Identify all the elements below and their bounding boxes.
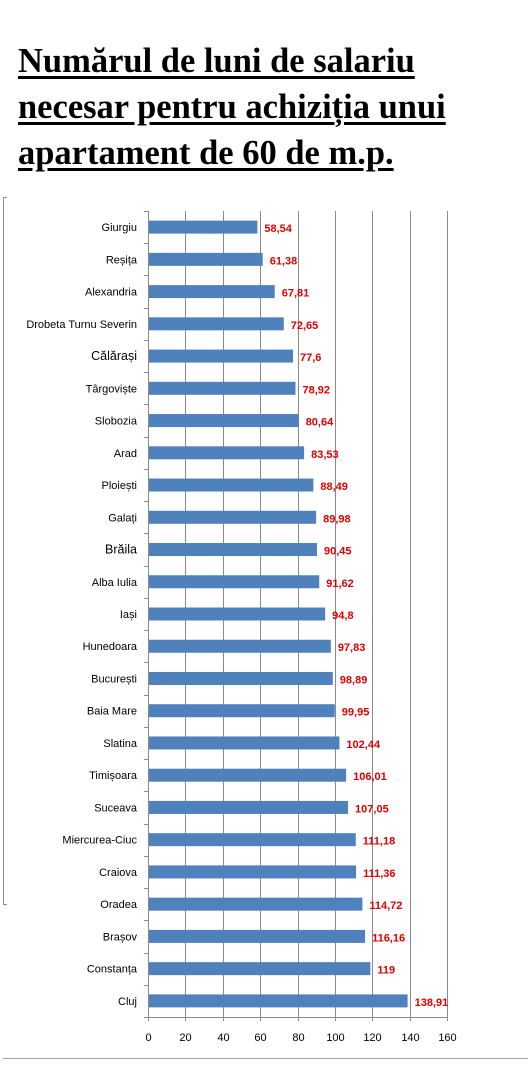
bar [149, 349, 294, 363]
data-label: 114,72 [369, 900, 402, 912]
bar [149, 478, 314, 492]
category-label: Slatina [103, 738, 138, 750]
category-label: Reșița [106, 254, 138, 266]
data-label: 119 [377, 965, 395, 977]
category-label: Craiova [99, 867, 138, 879]
x-tick-label: 60 [254, 1032, 266, 1044]
value-labels: 58,54 61,38 67,81 72,65 77,6 78,92 80,64 83,53 8… [264, 223, 448, 1009]
data-label: 138,91 [415, 997, 449, 1009]
chart-title: Numărul de luni de salariu necesar pentr… [18, 42, 446, 172]
bar [149, 285, 275, 299]
bar [149, 510, 317, 524]
axes: 0 20 40 60 80 100 120 140 160 [144, 211, 457, 1044]
frame-border-bottom-tick [3, 904, 7, 905]
data-label: 111,18 [363, 836, 395, 848]
x-tick-label: 80 [292, 1032, 304, 1044]
data-label: 107,05 [355, 803, 389, 815]
category-label: Galați [108, 512, 137, 524]
category-label: Suceava [94, 802, 138, 814]
x-tick-label: 100 [326, 1032, 344, 1044]
frame-border-left [3, 197, 4, 905]
bar [149, 736, 340, 750]
category-label: Alexandria [85, 287, 138, 299]
category-label: Iași [120, 609, 137, 621]
bar [149, 414, 299, 428]
data-label: 111,36 [363, 868, 395, 880]
data-label: 72,65 [291, 320, 319, 332]
bar [149, 317, 284, 331]
x-tick-label: 120 [363, 1032, 381, 1044]
bar [149, 865, 357, 879]
bar [149, 704, 335, 718]
data-label: 94,8 [332, 610, 353, 622]
category-label: Brăila [105, 543, 137, 557]
category-label: Alba Iulia [92, 577, 138, 589]
data-label: 106,01 [353, 771, 387, 783]
category-label: Constanța [87, 964, 138, 976]
category-label: Brașov [103, 931, 138, 943]
bottom-rule [3, 1058, 528, 1059]
data-label: 77,6 [300, 352, 321, 364]
bar [149, 671, 333, 685]
bar [149, 607, 326, 621]
category-label: Călărași [91, 349, 137, 363]
category-label: Timișoara [89, 770, 138, 782]
bar [149, 929, 366, 943]
category-label: Arad [114, 448, 137, 460]
data-label: 99,95 [342, 707, 370, 719]
bar [149, 575, 320, 589]
category-label: Hunedoara [83, 641, 138, 653]
data-label: 80,64 [306, 417, 334, 429]
bar [149, 800, 349, 814]
data-label: 97,83 [338, 642, 366, 654]
category-label: Drobeta Turnu Severin [26, 319, 137, 331]
category-labels: Giurgiu Reșița Alexandria Drobeta Turnu Sev… [26, 222, 138, 1008]
data-label: 78,92 [302, 384, 330, 396]
bar [149, 220, 258, 234]
data-label: 116,16 [372, 932, 405, 944]
frame-border-top-tick [3, 197, 7, 198]
data-label: 90,45 [324, 546, 352, 558]
bar [149, 252, 263, 266]
bar [149, 543, 318, 557]
data-label: 89,98 [323, 513, 351, 525]
data-label: 102,44 [346, 739, 381, 751]
data-label: 61,38 [270, 255, 298, 267]
category-label: Giurgiu [102, 222, 137, 234]
category-label: Oradea [100, 899, 138, 911]
x-tick-label: 0 [145, 1032, 151, 1044]
bar [149, 833, 356, 847]
data-label: 91,62 [326, 578, 354, 590]
bar [149, 639, 331, 653]
bar [149, 768, 347, 782]
x-tick-label: 40 [217, 1032, 229, 1044]
data-label: 58,54 [264, 223, 292, 235]
bar [149, 381, 296, 395]
bar [149, 962, 371, 976]
data-label: 98,89 [340, 674, 368, 686]
category-label: Cluj [118, 996, 137, 1008]
x-tick-label: 20 [179, 1032, 191, 1044]
category-label: Ploiești [102, 480, 137, 492]
category-label: Slobozia [95, 416, 138, 428]
x-tick-label: 160 [438, 1032, 456, 1044]
data-label: 83,53 [311, 449, 339, 461]
category-label: București [91, 673, 137, 685]
bar [149, 897, 363, 911]
data-label: 67,81 [282, 288, 310, 300]
data-label: 88,49 [320, 481, 348, 493]
bar [149, 446, 305, 460]
bar [149, 994, 408, 1008]
category-label: Târgoviște [86, 383, 137, 395]
bars [149, 220, 408, 1008]
category-label: Miercurea-Ciuc [62, 835, 137, 847]
category-label: Baia Mare [87, 706, 137, 718]
x-tick-label: 140 [401, 1032, 419, 1044]
